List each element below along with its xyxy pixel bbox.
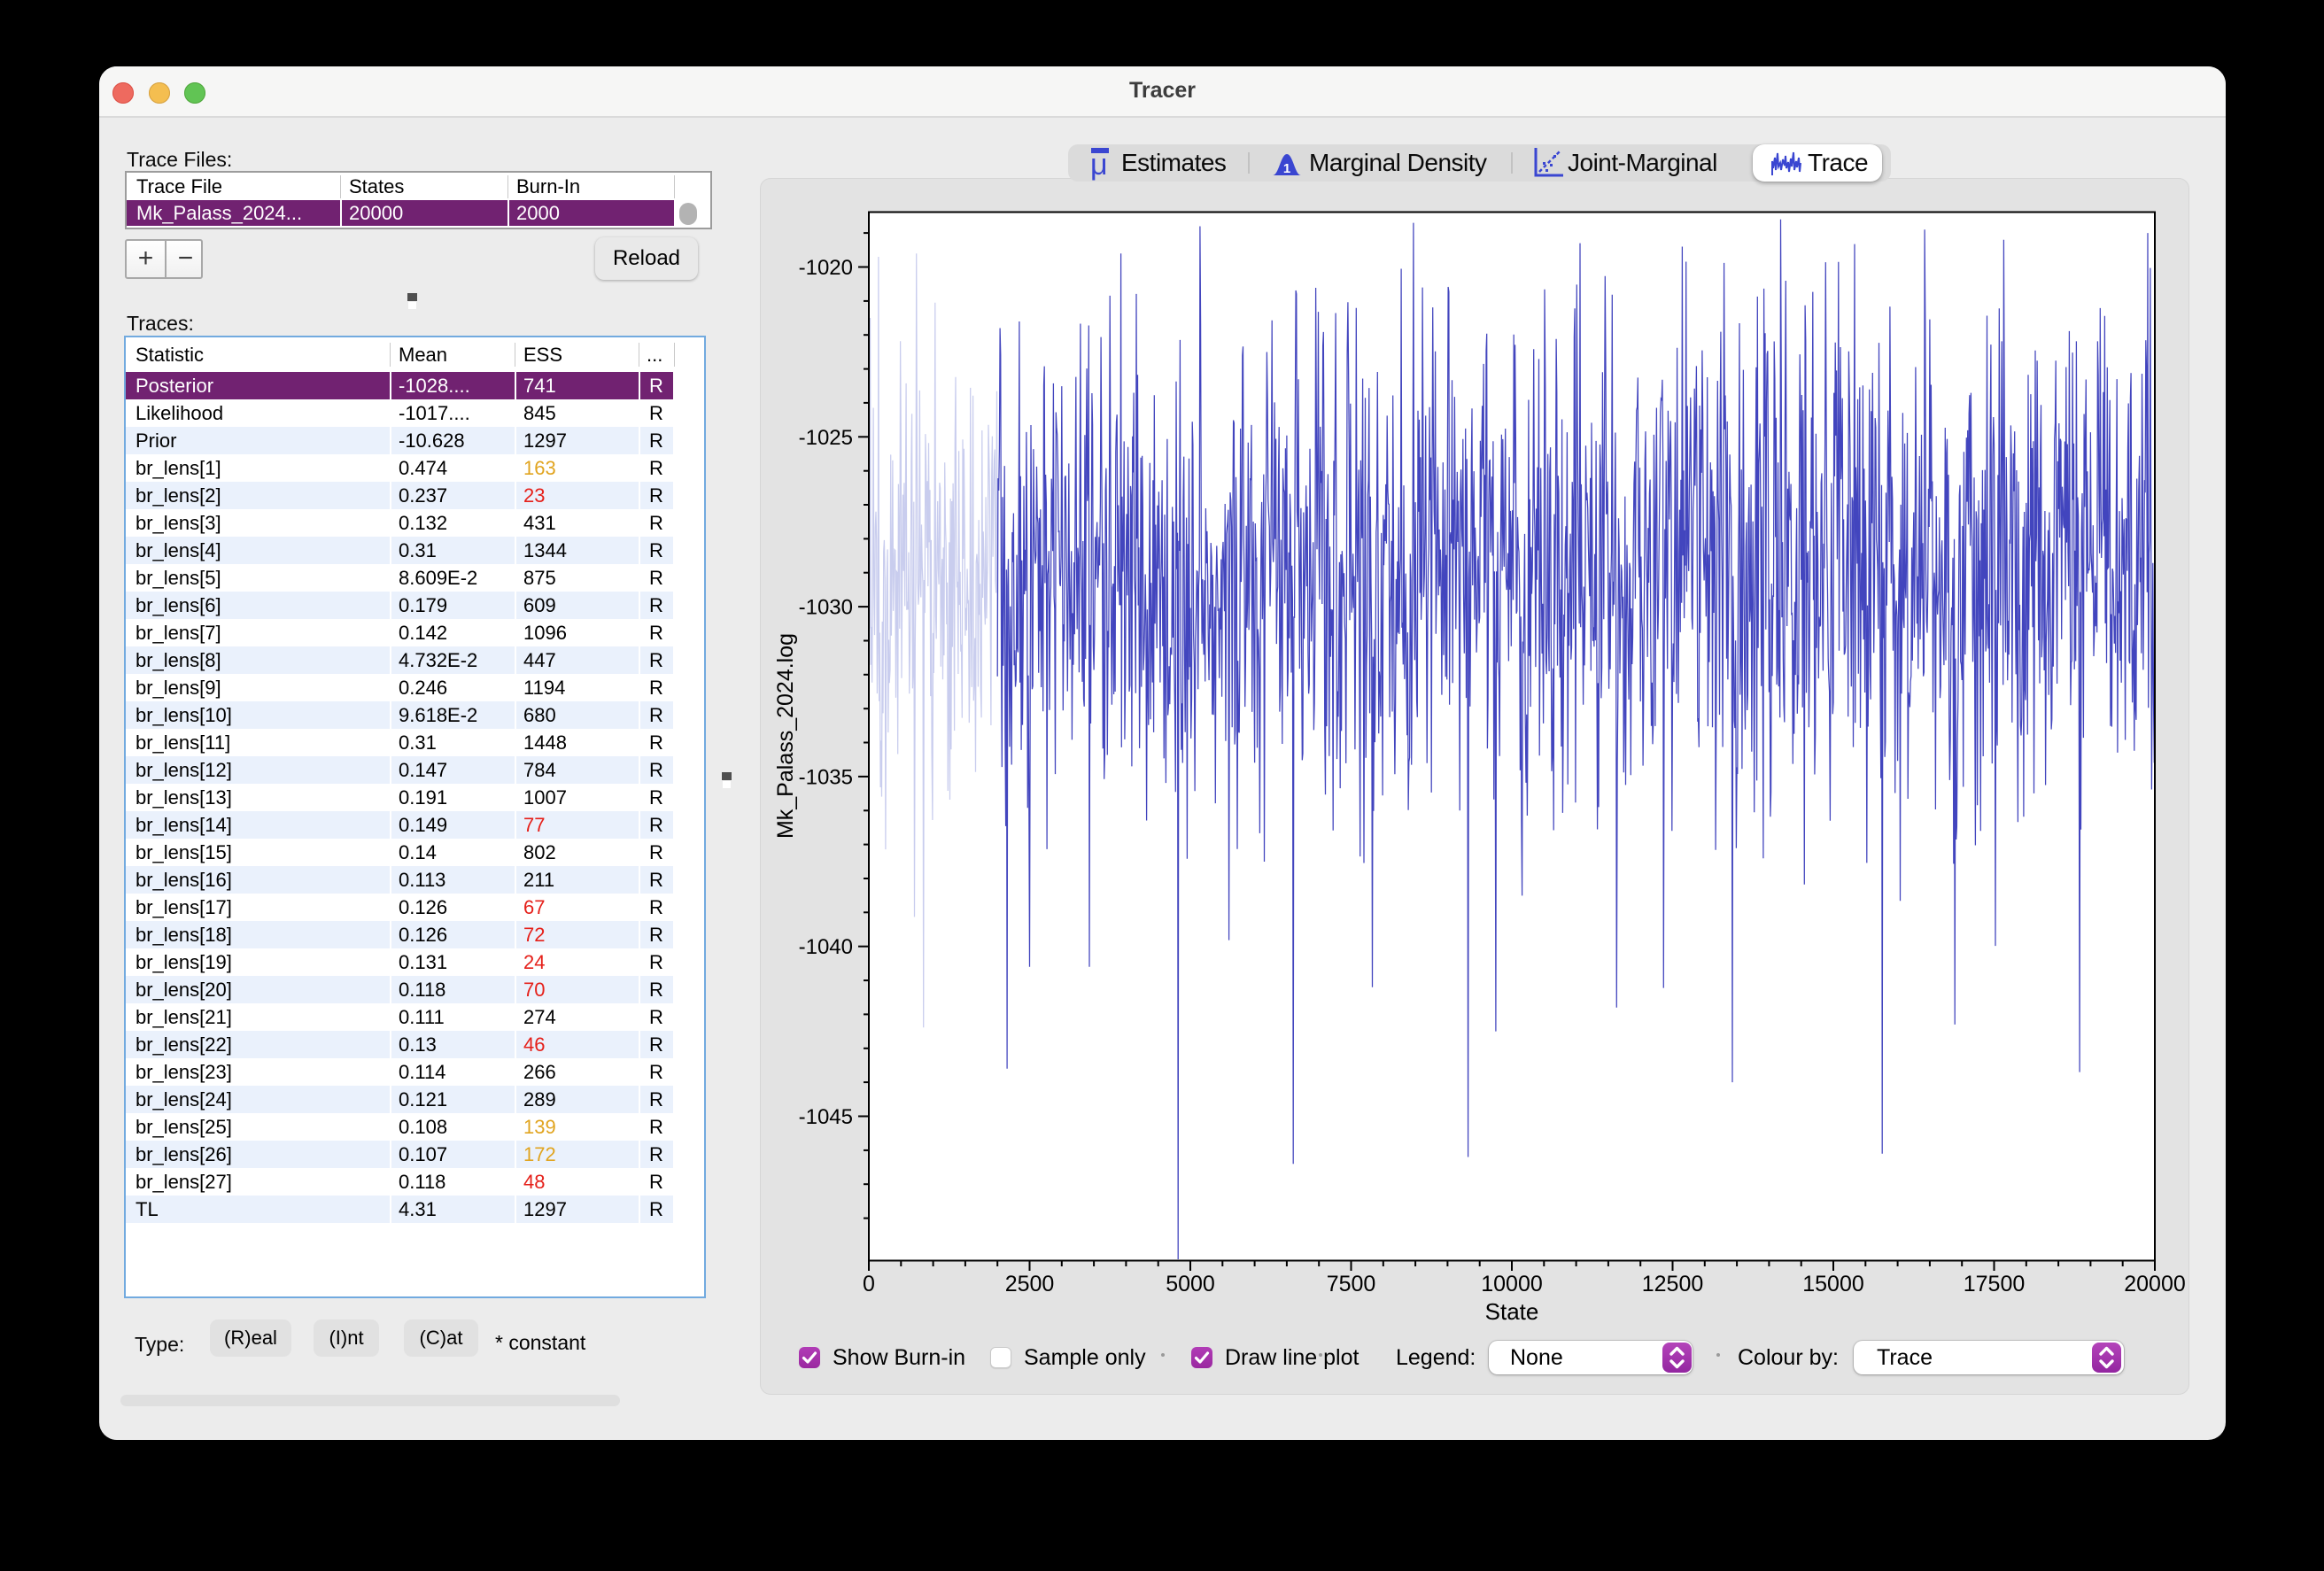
svg-text:1: 1 bbox=[1283, 161, 1290, 176]
svg-text:-1030: -1030 bbox=[799, 596, 853, 620]
svg-text:μ: μ bbox=[1090, 148, 1108, 182]
svg-text:17500: 17500 bbox=[1964, 1272, 2026, 1296]
svg-text:15000: 15000 bbox=[1802, 1272, 1864, 1296]
svg-text:7500: 7500 bbox=[1327, 1272, 1376, 1296]
svg-text:10000: 10000 bbox=[1481, 1272, 1543, 1296]
svg-text:5000: 5000 bbox=[1166, 1272, 1215, 1296]
svg-text:State: State bbox=[1485, 1298, 1539, 1325]
svg-text:Mk_Palass_2024.log: Mk_Palass_2024.log bbox=[773, 633, 798, 839]
svg-text:-1025: -1025 bbox=[799, 426, 853, 450]
svg-text:2500: 2500 bbox=[1005, 1272, 1055, 1296]
svg-text:-1035: -1035 bbox=[799, 765, 853, 789]
svg-text:-1045: -1045 bbox=[799, 1105, 853, 1129]
svg-text:20000: 20000 bbox=[2124, 1272, 2186, 1296]
svg-text:-1020: -1020 bbox=[799, 256, 853, 280]
svg-text:0: 0 bbox=[863, 1272, 875, 1296]
svg-text:-1040: -1040 bbox=[799, 935, 853, 959]
svg-text:12500: 12500 bbox=[1642, 1272, 1704, 1296]
